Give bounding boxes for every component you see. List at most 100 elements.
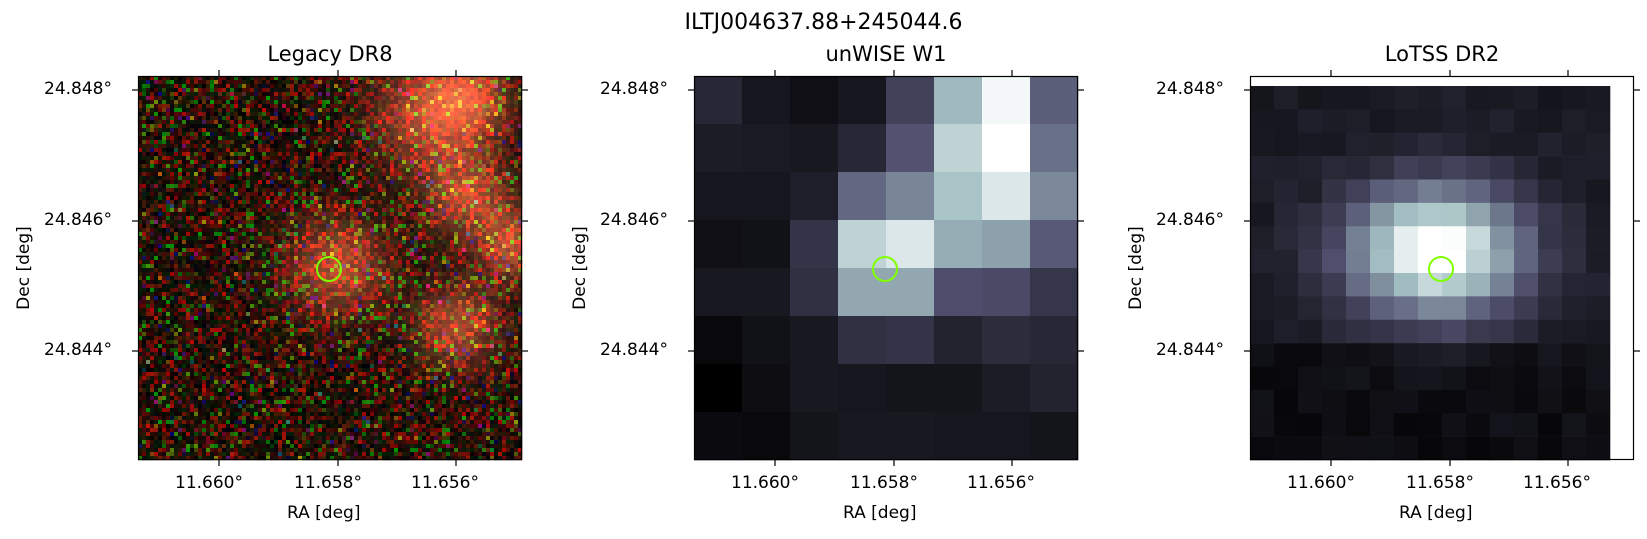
pixel [346,216,351,221]
pixel [310,204,315,209]
pixel [346,220,351,225]
pixel [282,276,287,281]
pixel [402,152,407,157]
pixel [154,268,159,273]
pixel [334,132,339,137]
pixel [518,200,523,205]
pixel [254,152,259,157]
pixel [138,224,143,229]
pixel [442,240,447,245]
pixel [246,260,251,265]
pixel [218,176,223,181]
pixel [322,264,327,269]
pixel [354,236,359,241]
pixel [454,220,459,225]
pixel [178,92,183,97]
pixel [230,216,235,221]
pixel [202,236,207,241]
pixel [194,280,199,285]
pixel [290,136,295,141]
pixel [246,168,251,173]
pixel [446,176,451,181]
pixel [298,204,303,209]
pixel [350,232,355,237]
pixel [406,196,411,201]
pixel [206,92,211,97]
pixel [422,124,427,129]
pixel [310,104,315,109]
pixel [142,136,147,141]
pixel [178,112,183,117]
pixel [254,176,259,181]
pixel [482,204,487,209]
pixel [486,264,491,269]
pixel [230,256,235,261]
pixel [138,184,143,189]
pixel [350,132,355,137]
pixel [398,236,403,241]
pixel [402,80,407,85]
pixel [334,200,339,205]
pixel [278,264,283,269]
pixel [242,252,247,257]
pixel [346,252,351,257]
pixel [478,144,483,149]
pixel [498,100,503,105]
pixel [138,204,143,209]
pixel [430,128,435,133]
pixel [230,92,235,97]
pixel [502,160,507,165]
pixel [234,80,239,85]
pixel [406,228,411,233]
pixel [338,96,343,101]
pixel [354,180,359,185]
pixel [402,180,407,185]
pixel [370,236,375,241]
pixel [298,152,303,157]
pixel [158,276,163,281]
pixel [446,236,451,241]
pixel [154,212,159,217]
pixel [274,184,279,189]
pixel [230,268,235,273]
pixel [314,196,319,201]
pixel [330,152,335,157]
pixel [370,112,375,117]
pixel [490,252,495,257]
pixel [358,180,363,185]
pixel [458,236,463,241]
pixel [190,276,195,281]
pixel [462,132,467,137]
pixel [266,192,271,197]
pixel [226,212,231,217]
pixel [138,96,143,101]
pixel [230,212,235,217]
pixel [238,112,243,117]
pixel [230,200,235,205]
pixel [162,156,167,161]
pixel [486,244,491,249]
pixel [258,100,263,105]
pixel [490,96,495,101]
pixel [194,136,199,141]
pixel [322,184,327,189]
pixel [494,116,499,121]
pixel [158,236,163,241]
pixel [210,224,215,229]
pixel [410,256,415,261]
pixel [462,180,467,185]
pixel [438,236,443,241]
pixel [242,224,247,229]
pixel [354,124,359,129]
pixel [234,104,239,109]
pixel [254,96,259,101]
pixel [278,220,283,225]
pixel [262,88,267,93]
pixel [186,260,191,265]
pixel [338,244,343,249]
pixel [166,128,171,133]
pixel [370,248,375,253]
pixel [482,136,487,141]
pixel [358,168,363,173]
pixel [430,136,435,141]
